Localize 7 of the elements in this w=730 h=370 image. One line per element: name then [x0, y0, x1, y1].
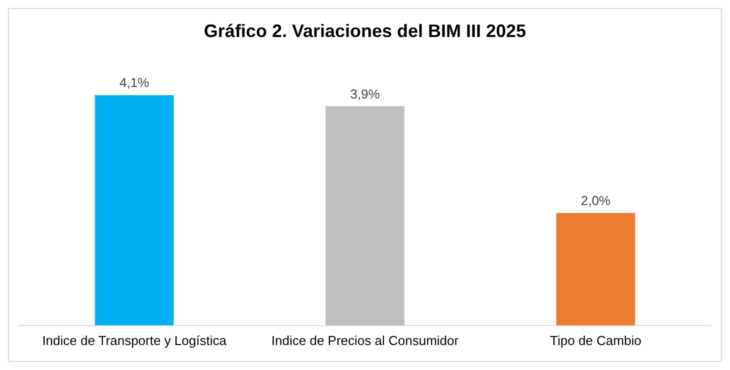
chart-title: Gráfico 2. Variaciones del BIM III 2025: [204, 20, 526, 41]
x-tick-label: Indice de Transporte y Logística: [42, 332, 228, 348]
data-label: 2,0%: [580, 193, 611, 208]
x-tick-label: Indice de Precios al Consumidor: [271, 332, 460, 348]
x-tick-label: Tipo de Cambio: [550, 332, 642, 348]
data-label: 3,9%: [350, 86, 380, 102]
data-label: 4,1%: [120, 75, 150, 90]
